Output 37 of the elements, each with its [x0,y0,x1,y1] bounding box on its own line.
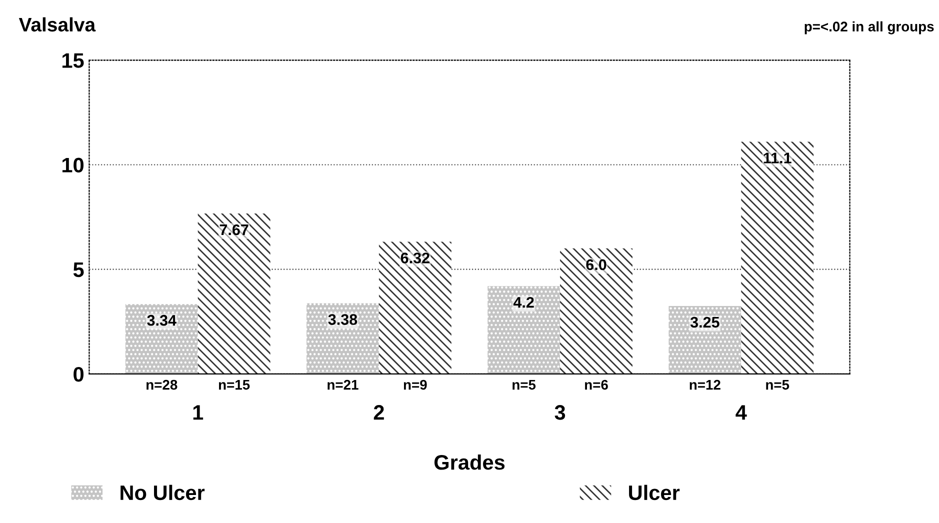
legend-label: Ulcer [629,484,680,500]
bar [741,142,814,374]
data-label: 3.34 [147,314,176,326]
data-label: 3.25 [690,316,720,328]
text: n=21 [328,380,358,390]
text: n=5 [766,380,790,390]
bar [306,303,379,374]
data-label: 6.0 [586,259,606,270]
text: p=<.02 in all groups [804,21,934,34]
y-tick-label: 5 [73,262,84,278]
data-label: 3.38 [328,314,358,325]
bar [198,213,270,374]
y-tick-label: 15 [62,53,84,68]
text: n=9 [404,380,427,390]
x-tick-label: 2 [374,405,384,420]
y-axis-title: Valsalva [18,17,96,32]
text: n=12 [690,380,720,390]
x-tick-label: 3 [554,405,566,420]
legend-label: No Ulcer [120,484,205,500]
x-tick-label: 4 [736,405,747,420]
x-tick-label: 1 [193,405,204,420]
text: n=15 [218,380,250,390]
data-label: 11.1 [764,152,792,164]
data-label: 6.32 [400,252,430,264]
y-tick-label: 10 [62,158,84,172]
x-axis-title: Grades [434,454,505,470]
bar [560,248,632,374]
data-label: 7.67 [220,224,248,236]
text: n=5 [512,380,536,390]
data-label: 4.2 [513,296,534,308]
bar [488,286,560,374]
bar [378,242,452,374]
y-tick-label: 0 [74,366,84,382]
text: n=28 [146,380,178,390]
text: n=6 [585,380,608,390]
bar [125,304,198,374]
bar [668,306,742,374]
